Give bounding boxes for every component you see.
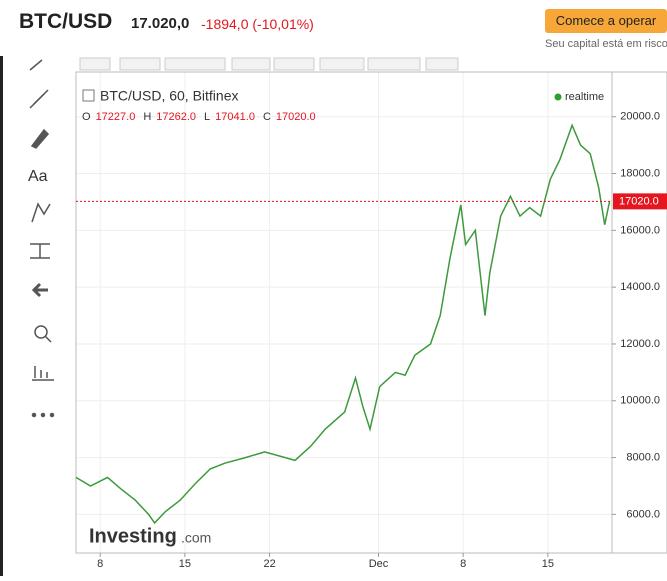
x-tick-label: 22 bbox=[263, 558, 275, 570]
realtime: realtime bbox=[565, 91, 604, 103]
drawing-toolbar bbox=[29, 59, 55, 418]
ohlc-value: 17227.0 bbox=[96, 111, 136, 123]
symbol: BTC/USD bbox=[19, 10, 113, 33]
y-tick-label: 8000.0 bbox=[626, 451, 660, 463]
price: 17.020,0 bbox=[131, 15, 190, 32]
ohlc-key: L bbox=[204, 111, 210, 123]
price-line bbox=[75, 123, 611, 525]
ohlc-key: C bbox=[263, 111, 271, 123]
top-toolbar bbox=[79, 57, 459, 71]
watermark: Investing bbox=[89, 525, 177, 547]
watermark-suffix: .com bbox=[181, 530, 211, 546]
y-tick-label: 6000.0 bbox=[626, 508, 660, 520]
ohlc-value: 17020.0 bbox=[276, 111, 316, 123]
risk-caption: Seu capital está em risco bbox=[545, 38, 667, 50]
legend-title: BTC/USD, 60, Bitfinex bbox=[100, 88, 239, 104]
x-tick-label: Dec bbox=[369, 558, 389, 570]
x-tick-label: 15 bbox=[179, 558, 191, 570]
x-tick-label: 8 bbox=[97, 558, 103, 570]
text-tool[interactable]: Aa bbox=[28, 168, 48, 185]
last-price-label: 17020.0 bbox=[619, 195, 659, 207]
y-tick-label: 14000.0 bbox=[620, 281, 660, 293]
change: -1894,0 (-10,01%) bbox=[201, 16, 314, 32]
ohlc-key: H bbox=[143, 111, 151, 123]
x-tick-label: 8 bbox=[460, 558, 466, 570]
y-tick-label: 12000.0 bbox=[620, 338, 660, 350]
ohlc-value: 17041.0 bbox=[215, 111, 255, 123]
y-tick-label: 20000.0 bbox=[620, 111, 660, 123]
edge bbox=[0, 56, 3, 576]
x-tick-label: 15 bbox=[542, 558, 554, 570]
y-tick-label: 10000.0 bbox=[620, 395, 660, 407]
plot-frame bbox=[75, 71, 667, 554]
ohlc-key: O bbox=[82, 111, 91, 123]
collapse-icon[interactable] bbox=[82, 89, 95, 102]
y-tick-label: 18000.0 bbox=[620, 167, 660, 179]
last-price-tag bbox=[613, 193, 667, 210]
trade-button[interactable]: Comece a operar bbox=[545, 9, 667, 33]
ohlc-value: 17262.0 bbox=[156, 111, 196, 123]
chart: Aa BTC/USD, 60, Bitfinex realtime Invest… bbox=[0, 56, 667, 576]
realtime-dot bbox=[554, 93, 562, 101]
y-tick-label: 16000.0 bbox=[620, 224, 660, 236]
